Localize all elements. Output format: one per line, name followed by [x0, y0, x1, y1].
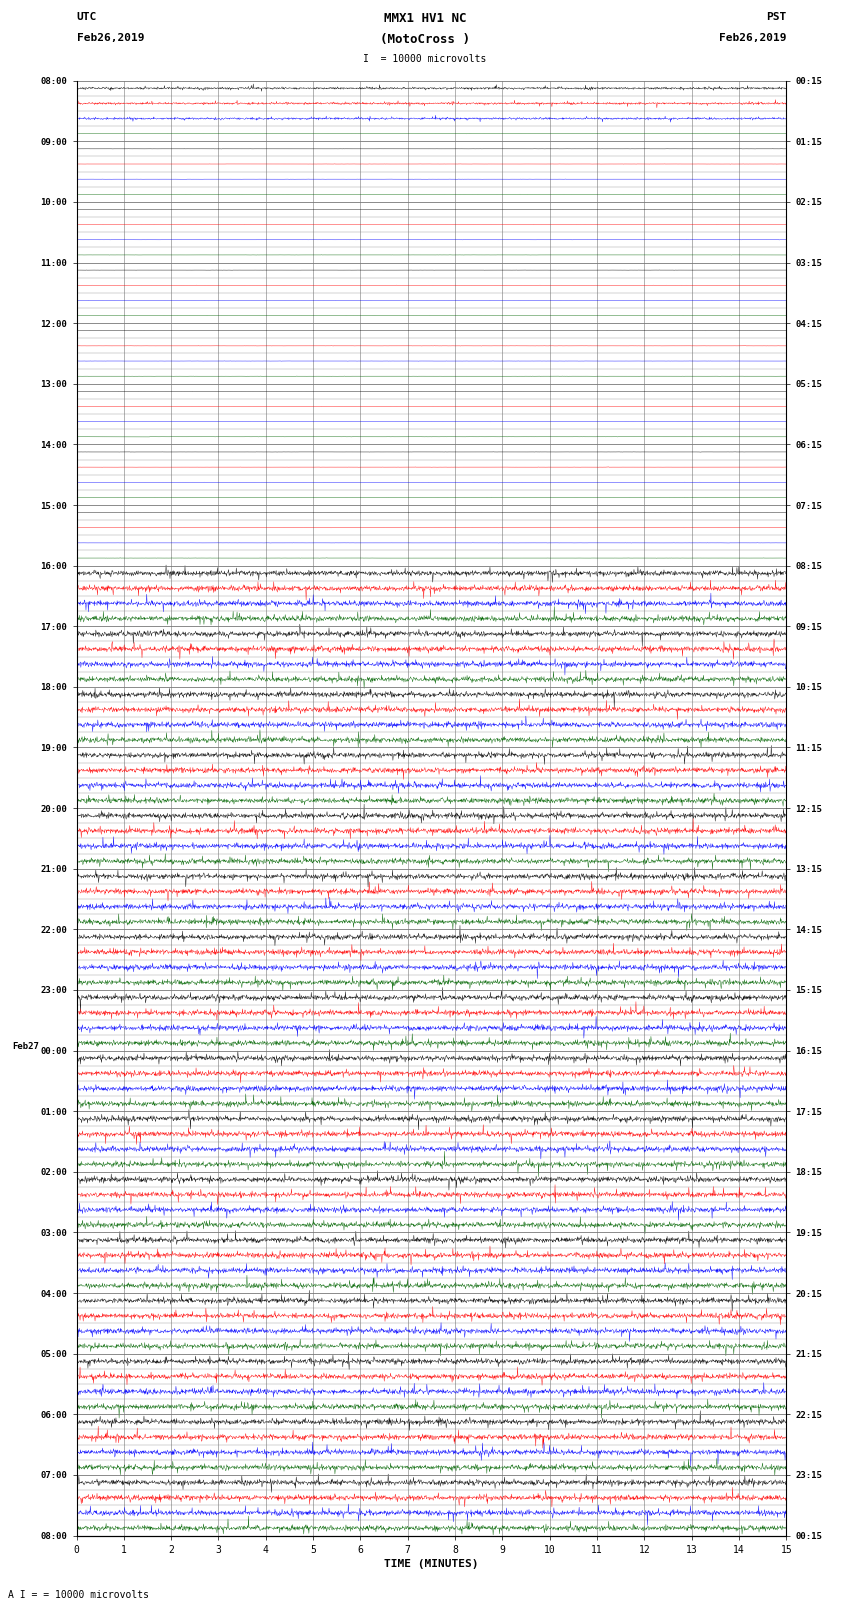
Text: (MotoCross ): (MotoCross )	[380, 32, 470, 47]
Text: Feb26,2019: Feb26,2019	[719, 32, 786, 44]
Text: A I = = 10000 microvolts: A I = = 10000 microvolts	[8, 1590, 150, 1600]
X-axis label: TIME (MINUTES): TIME (MINUTES)	[384, 1558, 479, 1569]
Text: UTC: UTC	[76, 11, 97, 23]
Text: I  = 10000 microvolts: I = 10000 microvolts	[363, 53, 487, 65]
Text: PST: PST	[766, 11, 786, 23]
Text: Feb26,2019: Feb26,2019	[76, 32, 144, 44]
Text: Feb27: Feb27	[12, 1042, 38, 1050]
Text: MMX1 HV1 NC: MMX1 HV1 NC	[383, 11, 467, 26]
